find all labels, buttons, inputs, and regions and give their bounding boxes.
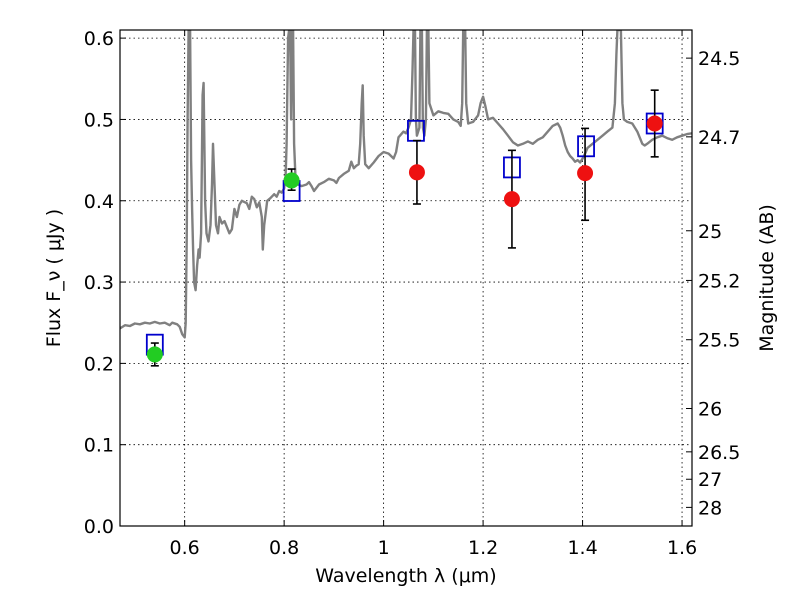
y-tick-label: 0.5 (84, 109, 114, 131)
observed-point (646, 115, 663, 132)
y-tick-label: 0.1 (84, 435, 114, 457)
y-tick-label: 0.3 (84, 272, 114, 294)
right-tick-label: 26.5 (698, 442, 740, 464)
x-tick-label: 1.6 (667, 537, 697, 559)
x-tick-label: 1.2 (468, 537, 498, 559)
right-tick-label: 28 (698, 497, 722, 519)
plot-area (120, 30, 692, 367)
observed-point (408, 164, 425, 181)
spectrum-line (120, 30, 692, 339)
right-axis-label: Magnitude (AB) (756, 204, 778, 352)
x-tick-label: 0.6 (170, 537, 200, 559)
right-tick-label: 25 (698, 221, 722, 243)
observed-point (146, 346, 163, 363)
plot-background (120, 30, 692, 526)
observed-point (503, 191, 520, 208)
x-tick-label: 0.8 (269, 537, 299, 559)
right-tick-label: 27 (698, 469, 722, 491)
right-tick-label: 24.5 (698, 48, 740, 70)
y-tick-label: 0.4 (84, 191, 114, 213)
right-tick-label: 24.7 (698, 127, 740, 149)
x-tick-label: 1 (378, 537, 390, 559)
y-tick-label: 0.6 (84, 28, 114, 50)
y-tick-label: 0.0 (84, 516, 114, 538)
y-axis-label: Flux F_ν ( μJy ) (43, 209, 65, 347)
model-photometry-square (577, 135, 595, 158)
observed-point (283, 172, 300, 189)
right-tick-label: 25.2 (698, 270, 740, 292)
y-tick-label: 0.2 (84, 353, 114, 375)
x-axis-label: Wavelength λ (μm) (315, 565, 496, 587)
axis-ticks: 0.6 0.8 1 1.2 1.4 1.6 0.0 0.1 0.2 0.3 0.4 0.5 0.6 24.… (84, 28, 741, 559)
right-tick-label: 25.5 (698, 330, 740, 352)
right-tick-label: 26 (698, 399, 722, 421)
x-tick-label: 1.4 (567, 537, 597, 559)
observed-point (577, 165, 594, 182)
plot-frame (119, 29, 693, 527)
